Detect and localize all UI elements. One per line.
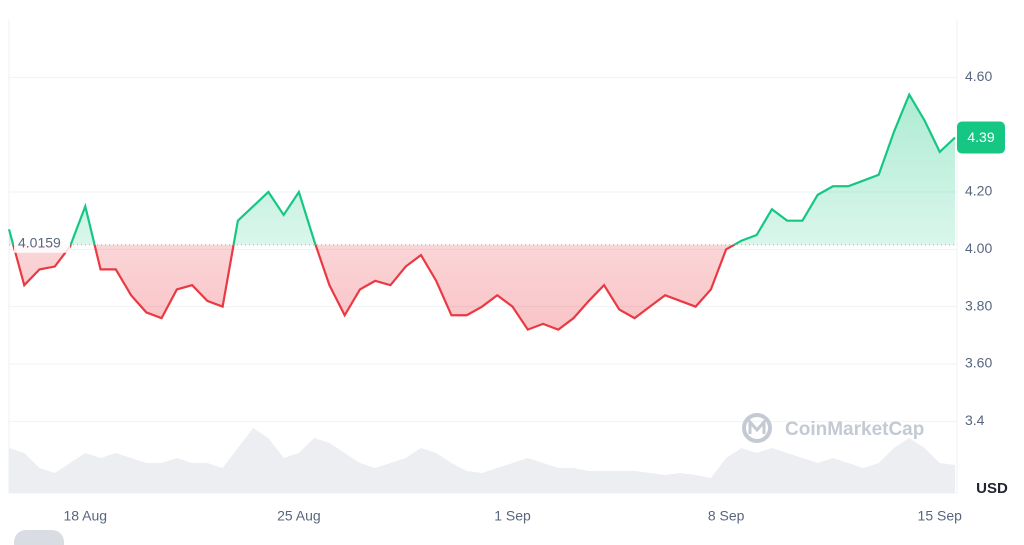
x-tick-label: 18 Aug xyxy=(63,508,107,524)
volume-area xyxy=(9,428,955,493)
y-tick-label: 4.20 xyxy=(965,183,992,199)
y-tick-label: 3.60 xyxy=(965,355,992,371)
area-down xyxy=(13,244,735,330)
x-tick-label: 8 Sep xyxy=(708,508,745,524)
current-price-tag xyxy=(957,121,1005,154)
y-tick-label: 3.80 xyxy=(965,297,992,313)
badge xyxy=(14,530,64,545)
price-line-down xyxy=(12,244,737,331)
baseline-label: 4.0159 xyxy=(18,234,61,250)
x-tick-label: 15 Sep xyxy=(918,508,963,524)
watermark-text: CoinMarketCap xyxy=(785,419,924,440)
y-tick-label: 4.00 xyxy=(965,240,992,256)
baseline-label-bg xyxy=(14,234,70,253)
area-up xyxy=(9,94,955,245)
watermark: CoinMarketCap xyxy=(742,413,924,443)
current-price-label: 4.39 xyxy=(967,129,994,145)
y-tick-label: 3.4 xyxy=(965,412,985,428)
x-tick-label: 25 Aug xyxy=(277,508,321,524)
y-axis-label: USD xyxy=(976,480,1008,497)
x-tick-label: 1 Sep xyxy=(494,508,531,524)
price-line-up xyxy=(7,92,956,245)
y-tick-label: 4.60 xyxy=(965,68,992,84)
